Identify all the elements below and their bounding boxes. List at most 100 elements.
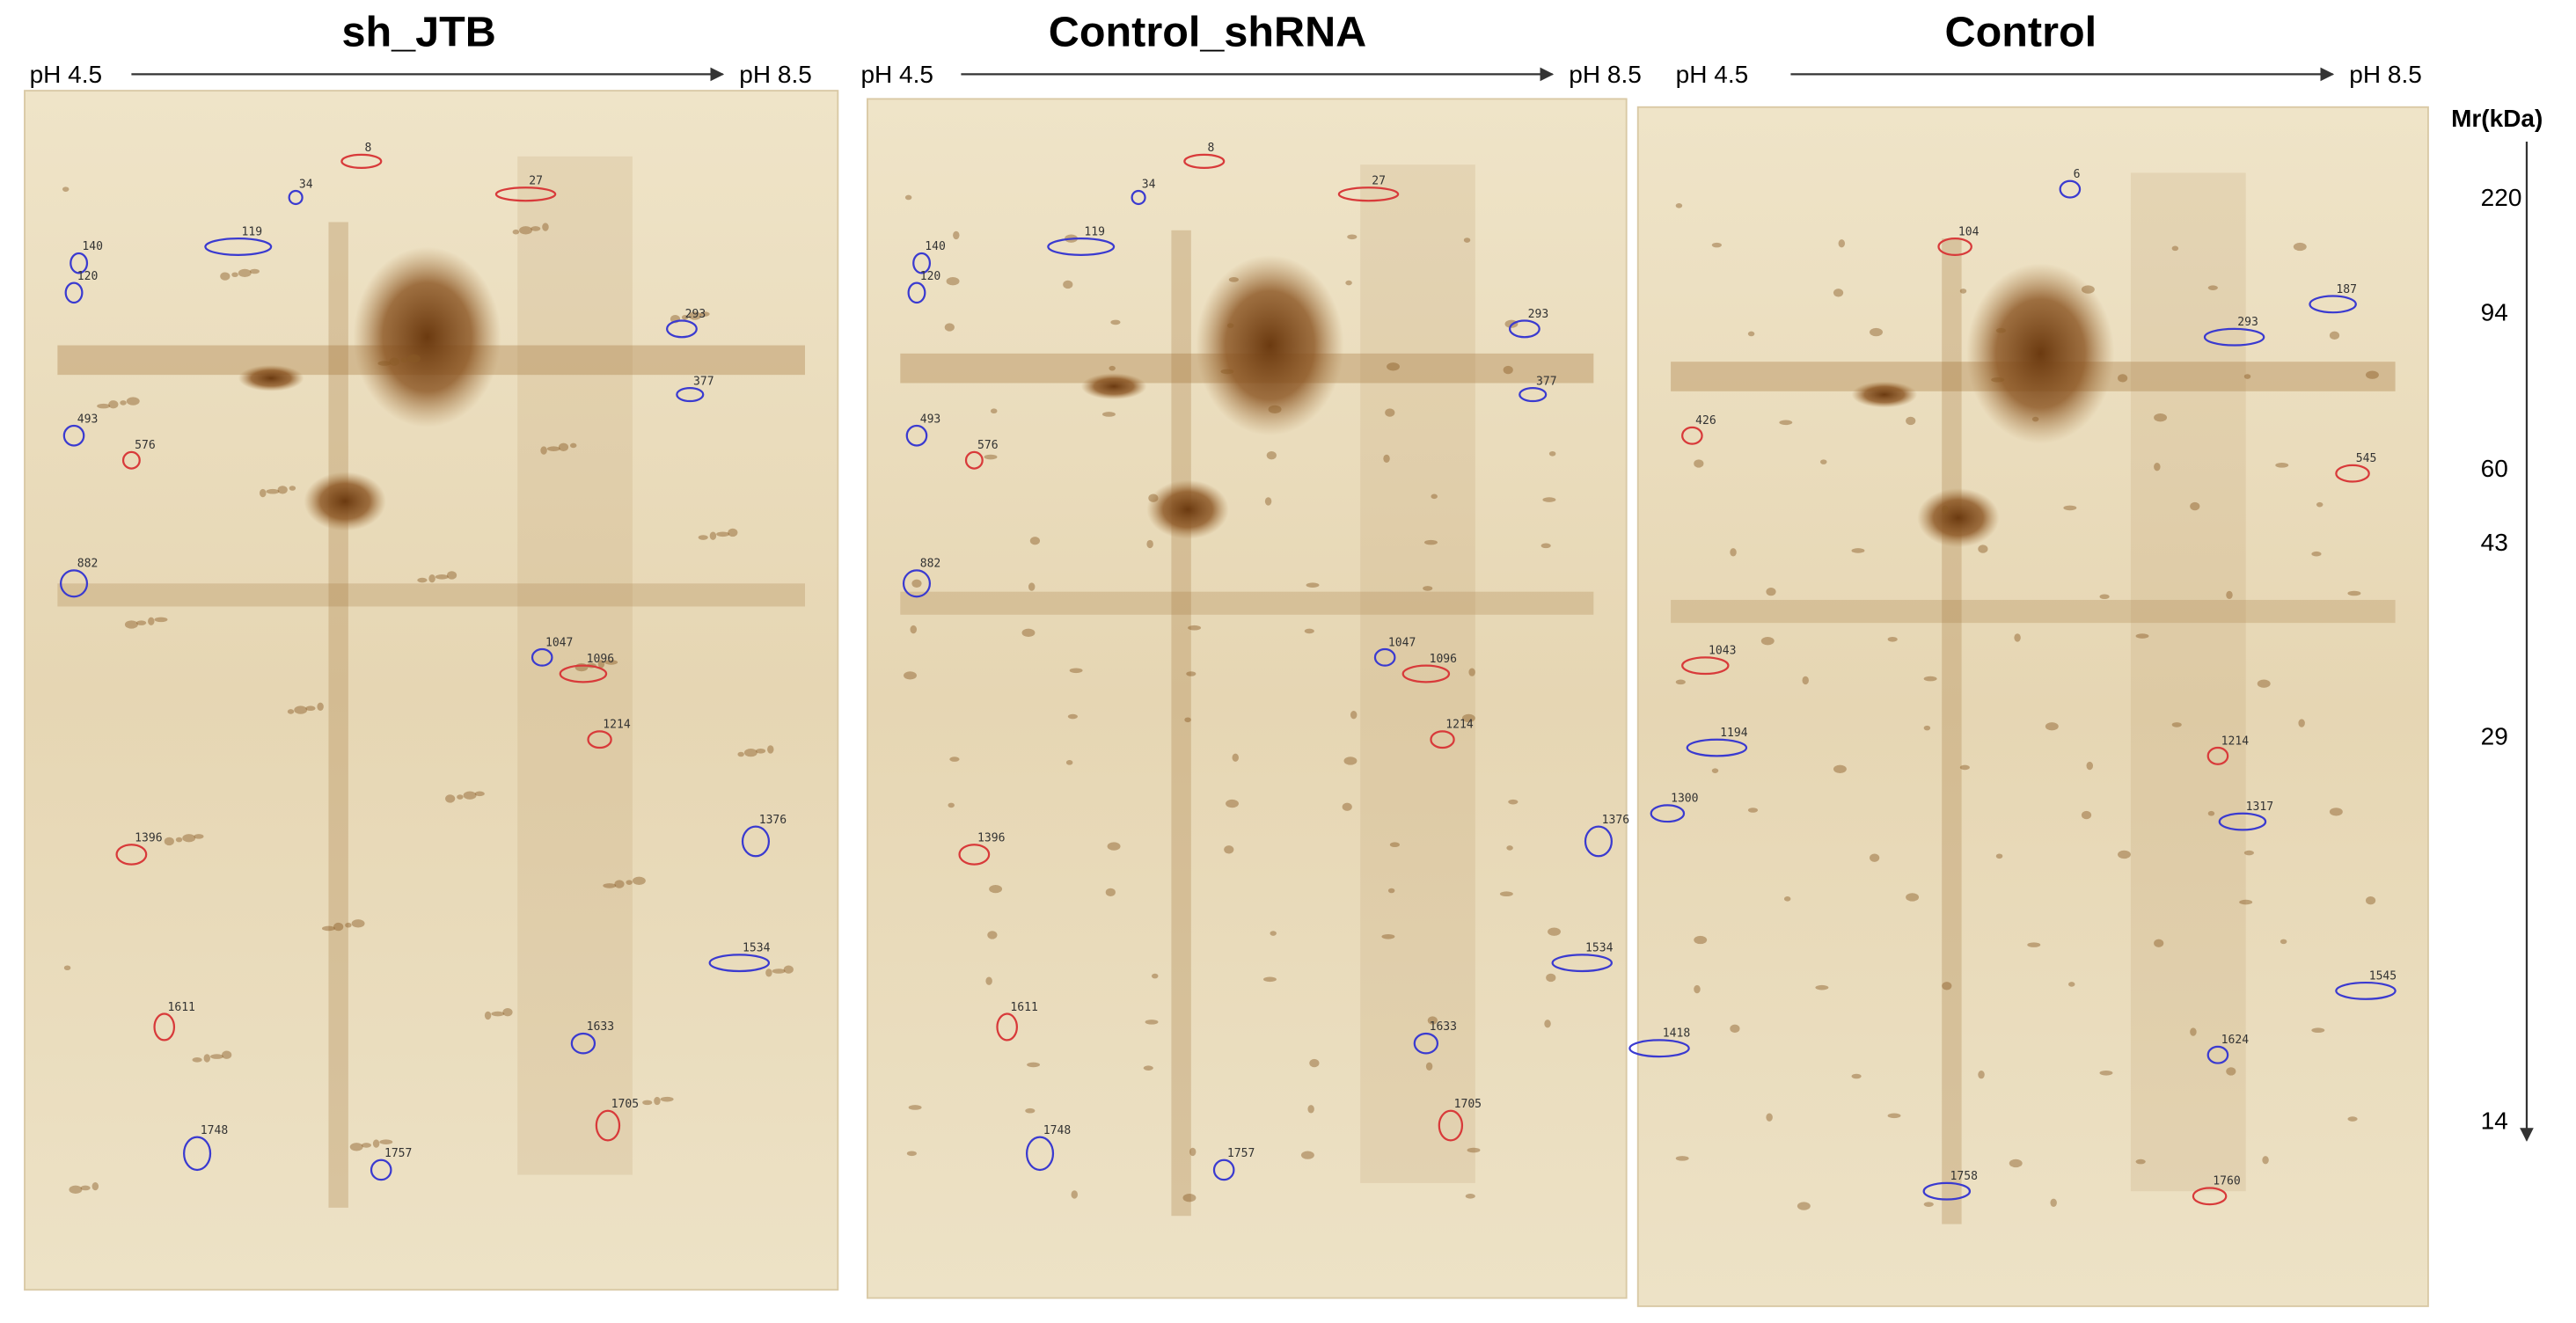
gel-dot (1427, 1016, 1438, 1025)
spot-outline (115, 844, 148, 866)
gel-dot (2031, 416, 2039, 422)
gel-dot (1145, 1020, 1159, 1025)
spot-outline (1628, 1039, 1690, 1058)
gel-dot (1266, 450, 1277, 460)
spot-outline (340, 153, 383, 169)
spot-outline (1047, 238, 1116, 256)
spot-label: 119 (242, 225, 263, 238)
gel-dot (277, 486, 288, 494)
spot-label: 576 (135, 439, 156, 452)
gel-dot (1766, 1113, 1773, 1122)
gel-dot (266, 488, 280, 494)
spot-label: 1633 (1430, 1020, 1457, 1034)
gel-dot (1226, 799, 1239, 808)
spot-outline (905, 424, 928, 447)
spot-outline (559, 664, 608, 683)
gel-dot (182, 834, 196, 843)
gel-dot (1833, 764, 1847, 773)
mr-tick-label: 43 (2481, 529, 2508, 556)
gel-dot (1730, 548, 1737, 557)
gel-dot (531, 226, 541, 231)
gel-dot (1694, 984, 1701, 994)
spot-outline (70, 252, 89, 274)
gel-panel: Control pH 4.5 pH 8.5 6 104 187 293 426 545 1043 1… (1628, 9, 2429, 1307)
gel-dot (660, 1096, 674, 1102)
spot-outline (2335, 464, 2370, 483)
gel-dot (322, 925, 335, 932)
gel-dot (1067, 713, 1078, 720)
gel-dot (911, 579, 922, 588)
spot-outline (1686, 738, 1748, 757)
gel-dot (512, 229, 520, 235)
gel-dot (372, 1139, 380, 1148)
panel-title: Control (1945, 9, 2097, 56)
gel-dot (2171, 245, 2179, 252)
gel-blob (1966, 263, 2115, 444)
spot-label: 1376 (1602, 814, 1630, 827)
gel-dot (910, 625, 917, 634)
gel-dot (699, 311, 710, 317)
gel-dot (333, 922, 344, 932)
gel-dot (1188, 625, 1202, 631)
gel-dot (772, 968, 786, 974)
gel-dot (389, 357, 399, 366)
gel-dot (2014, 633, 2021, 642)
spot-label: 493 (77, 413, 99, 426)
spot-outline (204, 238, 273, 256)
spot-outline (2059, 179, 2082, 199)
spot-label: 1534 (1585, 942, 1614, 955)
gel-dot (294, 705, 308, 714)
spot-label: 293 (1528, 308, 1549, 321)
gel-dot (2027, 942, 2041, 947)
gel-dot (1307, 1105, 1314, 1114)
gel-dot (2311, 551, 2322, 557)
spot-label: 34 (299, 178, 313, 191)
gel-dot (614, 880, 625, 888)
gel-dot (2329, 808, 2343, 816)
gel-band (900, 591, 1594, 615)
spot-label: 545 (2356, 452, 2377, 465)
gel-dot (654, 1096, 661, 1106)
spot-outline (494, 186, 557, 202)
gel-dot (435, 574, 449, 580)
spot-label: 1376 (759, 814, 787, 827)
gel-dot (1766, 587, 1776, 596)
gel-streak (1942, 238, 1962, 1224)
ph-left: pH 4.5 (860, 61, 933, 88)
gel-dot (1264, 497, 1272, 506)
spot-label: 1757 (1227, 1147, 1255, 1160)
spot-outline (288, 189, 304, 206)
gel-dot (289, 486, 296, 491)
gel-dot (474, 791, 485, 797)
spot-outline (1025, 1136, 1055, 1172)
gel-dot (1105, 888, 1116, 897)
gel-dot (2063, 505, 2077, 511)
gel-dot (2118, 374, 2128, 383)
gel-dot (345, 922, 352, 928)
spot-label: 1194 (1720, 727, 1748, 740)
panel-title: sh_JTB (341, 9, 495, 56)
spot-outline (62, 424, 85, 447)
gel-dot (1499, 891, 1513, 897)
spot-outline (2206, 1045, 2229, 1064)
spot-outline (64, 281, 84, 304)
gel-dot (2154, 463, 2161, 471)
gel-dot (1544, 1020, 1551, 1028)
gel-dot (124, 620, 138, 629)
gel-dot (948, 802, 955, 808)
gel-dot (1027, 1062, 1041, 1068)
gel-dot (194, 834, 204, 839)
gel-dot (1270, 931, 1277, 936)
spot-label: 882 (920, 558, 941, 571)
spot-outline (1183, 153, 1226, 169)
gel-dot (783, 965, 794, 974)
spot-outline (2203, 327, 2265, 347)
gel-dot (1887, 1113, 1901, 1119)
gel-dot (2316, 501, 2324, 508)
gel-dot (1851, 1073, 1862, 1079)
gel-dot (908, 1105, 922, 1110)
mr-tick-label: 60 (2481, 455, 2508, 482)
gel-dot (1467, 1147, 1481, 1153)
gel-streak (1360, 164, 1475, 1183)
gel-dot (317, 702, 324, 712)
